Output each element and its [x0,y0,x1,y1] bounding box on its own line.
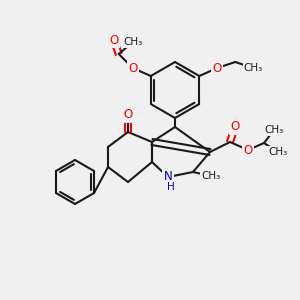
Text: O: O [123,109,133,122]
Text: O: O [128,61,137,74]
Text: O: O [109,34,119,46]
Text: CH₃: CH₃ [201,171,220,181]
Text: CH₃: CH₃ [268,147,288,157]
Text: O: O [213,61,222,74]
Text: H: H [167,182,175,192]
Text: CH₃: CH₃ [123,37,142,47]
Text: CH₃: CH₃ [264,125,284,135]
Text: O: O [243,143,253,157]
Text: CH₃: CH₃ [244,63,263,73]
Text: N: N [164,170,172,184]
Text: O: O [230,121,240,134]
